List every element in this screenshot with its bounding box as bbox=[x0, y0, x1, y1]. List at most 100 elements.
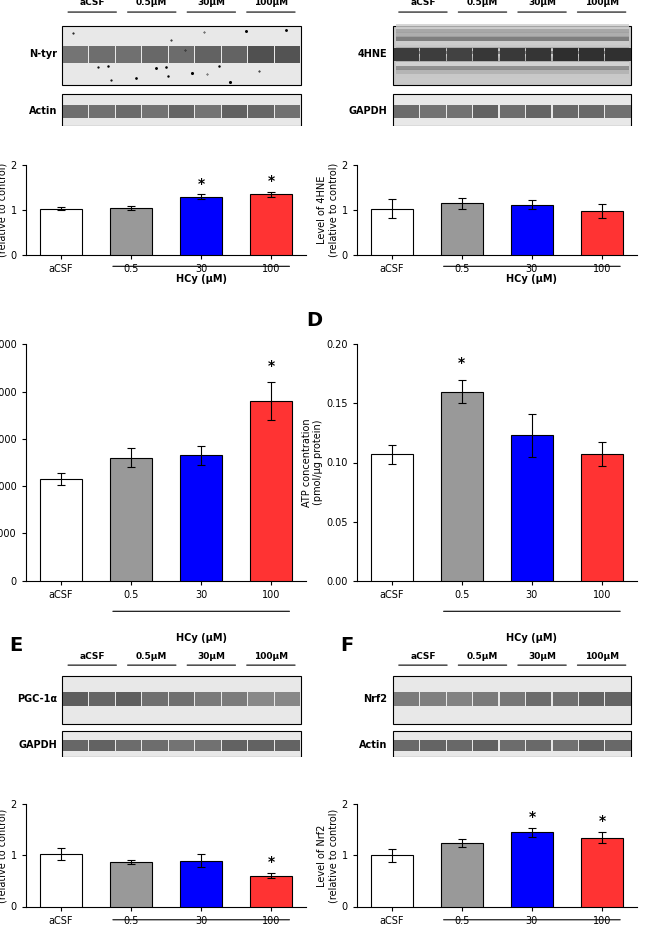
Text: Actin: Actin bbox=[359, 740, 387, 750]
Bar bbox=[441, 391, 483, 581]
Bar bbox=[511, 832, 553, 906]
Bar bbox=[447, 105, 472, 117]
Bar bbox=[142, 45, 168, 63]
Bar bbox=[180, 860, 222, 906]
Bar bbox=[250, 876, 292, 906]
Text: E: E bbox=[9, 635, 23, 655]
Bar bbox=[394, 693, 419, 707]
Bar bbox=[90, 740, 115, 750]
Bar bbox=[63, 45, 88, 63]
Bar bbox=[473, 740, 499, 750]
Bar bbox=[500, 740, 525, 750]
Bar bbox=[579, 48, 604, 61]
Text: HCy (μM): HCy (μM) bbox=[176, 275, 227, 284]
Bar bbox=[473, 693, 499, 707]
Bar bbox=[180, 196, 222, 254]
Text: 100μM: 100μM bbox=[254, 0, 288, 6]
Bar bbox=[552, 48, 578, 61]
Bar bbox=[370, 856, 413, 906]
Bar bbox=[196, 105, 221, 117]
Bar bbox=[222, 693, 247, 707]
Bar bbox=[248, 740, 274, 750]
Bar bbox=[393, 26, 631, 85]
Bar bbox=[396, 24, 629, 30]
Bar bbox=[500, 693, 525, 707]
Bar bbox=[393, 93, 631, 126]
Bar bbox=[169, 105, 194, 117]
Bar bbox=[62, 676, 301, 724]
Bar bbox=[606, 105, 631, 117]
Text: *: * bbox=[268, 856, 275, 869]
Bar bbox=[62, 731, 301, 758]
Text: GAPDH: GAPDH bbox=[349, 106, 387, 117]
Bar bbox=[169, 45, 194, 63]
Bar bbox=[396, 41, 629, 45]
Text: F: F bbox=[340, 635, 353, 655]
Text: Actin: Actin bbox=[29, 106, 57, 117]
Bar bbox=[196, 693, 221, 707]
Text: 100μM: 100μM bbox=[584, 652, 619, 660]
Bar bbox=[511, 204, 553, 254]
Bar bbox=[500, 48, 525, 61]
Bar bbox=[552, 693, 578, 707]
Bar bbox=[579, 693, 604, 707]
Bar bbox=[275, 45, 300, 63]
Text: *: * bbox=[599, 814, 606, 829]
Bar bbox=[142, 693, 168, 707]
Text: 0.5μM: 0.5μM bbox=[467, 652, 498, 660]
Bar bbox=[579, 740, 604, 750]
Text: *: * bbox=[458, 356, 465, 370]
Bar bbox=[116, 740, 141, 750]
Bar bbox=[396, 36, 629, 42]
Text: 100μM: 100μM bbox=[254, 652, 288, 660]
Bar bbox=[581, 211, 623, 254]
Bar bbox=[248, 693, 274, 707]
Bar bbox=[447, 740, 472, 750]
Bar bbox=[606, 693, 631, 707]
Bar bbox=[396, 68, 629, 74]
Bar bbox=[196, 740, 221, 750]
Text: Nrf2: Nrf2 bbox=[363, 695, 387, 704]
Text: 0.5μM: 0.5μM bbox=[136, 652, 168, 660]
Bar bbox=[420, 48, 445, 61]
Bar bbox=[396, 32, 629, 37]
Text: HCy (μM): HCy (μM) bbox=[506, 633, 558, 643]
Y-axis label: Level of N-tyr
(relative to control): Level of N-tyr (relative to control) bbox=[0, 163, 8, 257]
Bar bbox=[526, 693, 551, 707]
Bar bbox=[63, 105, 88, 117]
Bar bbox=[90, 105, 115, 117]
Bar bbox=[250, 194, 292, 254]
Bar bbox=[396, 30, 629, 33]
Bar bbox=[393, 676, 631, 724]
Bar bbox=[110, 208, 152, 254]
Text: 30μM: 30μM bbox=[198, 0, 226, 6]
Bar bbox=[420, 740, 445, 750]
Bar bbox=[63, 740, 88, 750]
Y-axis label: Level of Nrf2
(relative to control): Level of Nrf2 (relative to control) bbox=[317, 808, 339, 903]
Text: 4HNE: 4HNE bbox=[358, 49, 387, 59]
Bar bbox=[581, 837, 623, 906]
Text: HCy (μM): HCy (μM) bbox=[506, 275, 558, 284]
Text: aCSF: aCSF bbox=[410, 652, 436, 660]
Bar bbox=[370, 454, 413, 581]
Text: PGC-1α: PGC-1α bbox=[17, 695, 57, 704]
Bar bbox=[396, 78, 629, 81]
Bar bbox=[40, 209, 82, 254]
Bar bbox=[275, 105, 300, 117]
Bar bbox=[606, 740, 631, 750]
Bar bbox=[473, 48, 499, 61]
Bar bbox=[396, 51, 629, 54]
Bar bbox=[606, 48, 631, 61]
Bar bbox=[526, 48, 551, 61]
Bar bbox=[62, 93, 301, 126]
Y-axis label: ATP concentration
(pmol/μg protein): ATP concentration (pmol/μg protein) bbox=[302, 418, 324, 507]
Bar bbox=[250, 401, 292, 581]
Bar bbox=[552, 740, 578, 750]
Bar bbox=[370, 209, 413, 254]
Bar bbox=[90, 693, 115, 707]
Bar bbox=[396, 56, 629, 57]
Bar bbox=[394, 740, 419, 750]
Y-axis label: Level of PGC-1α
(relative to control): Level of PGC-1α (relative to control) bbox=[0, 808, 8, 903]
Bar bbox=[441, 204, 483, 254]
Text: *: * bbox=[198, 177, 205, 191]
